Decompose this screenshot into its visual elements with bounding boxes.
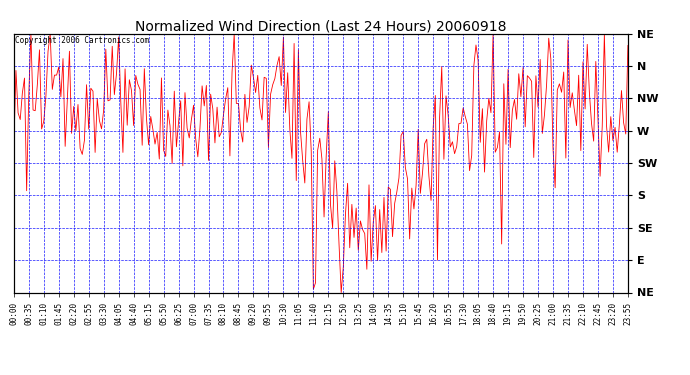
Text: Copyright 2006 Cartronics.com: Copyright 2006 Cartronics.com	[15, 36, 149, 45]
Title: Normalized Wind Direction (Last 24 Hours) 20060918: Normalized Wind Direction (Last 24 Hours…	[135, 20, 506, 34]
